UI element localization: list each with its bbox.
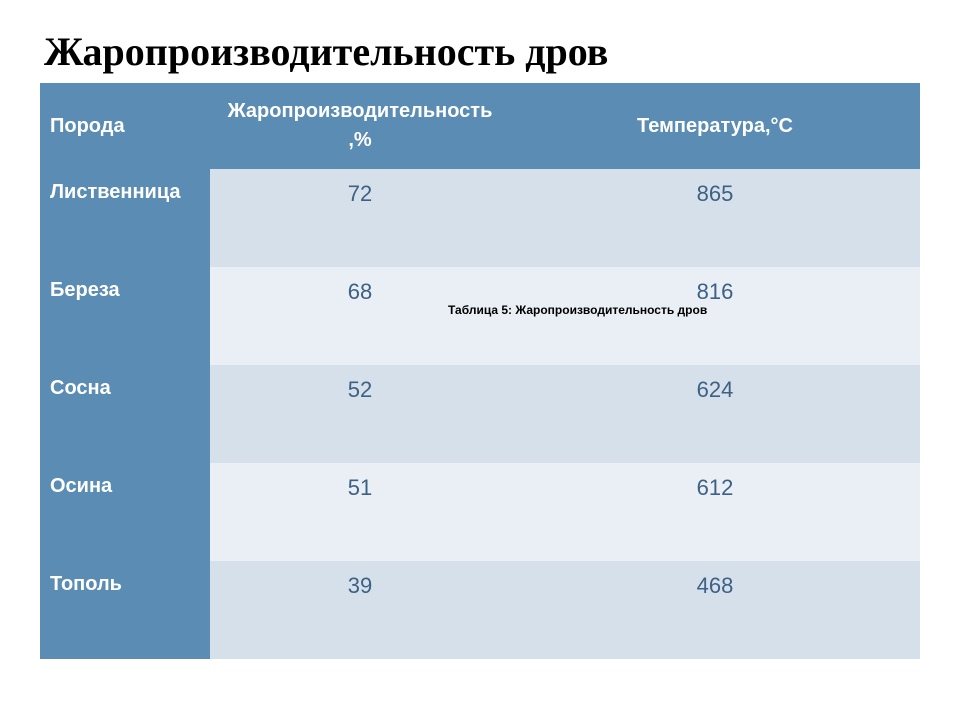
cell-species: Сосна — [40, 365, 210, 463]
cell-species: Береза — [40, 267, 210, 365]
cell-species: Осина — [40, 463, 210, 561]
table-row: Осина 51 612 — [40, 463, 920, 561]
page-title: Жаропроизводительность дров — [44, 28, 920, 75]
table-row: Сосна 52 624 — [40, 365, 920, 463]
cell-temp: 865 — [510, 169, 920, 267]
cell-heat-pct: 51 — [210, 463, 510, 561]
wood-heat-table: Порода Жаропроизводительность ,% Темпера… — [40, 83, 920, 659]
cell-temp: 468 — [510, 561, 920, 659]
table-row: Тополь 39 468 — [40, 561, 920, 659]
cell-species: Лиственница — [40, 169, 210, 267]
cell-heat-pct: 39 — [210, 561, 510, 659]
cell-heat-pct: 52 — [210, 365, 510, 463]
table-header-row: Порода Жаропроизводительность ,% Темпера… — [40, 83, 920, 169]
col-header-species: Порода — [40, 83, 210, 169]
cell-species: Тополь — [40, 561, 210, 659]
table-row: Лиственница 72 865 — [40, 169, 920, 267]
cell-temp: 612 — [510, 463, 920, 561]
cell-heat-pct: 72 — [210, 169, 510, 267]
col-header-temperature: Температура,°С — [510, 83, 920, 169]
col-header-heat-pct: Жаропроизводительность ,% — [210, 83, 510, 169]
cell-temp: 624 — [510, 365, 920, 463]
table-caption: Таблица 5: Жаропроизводительность дров — [448, 303, 707, 317]
